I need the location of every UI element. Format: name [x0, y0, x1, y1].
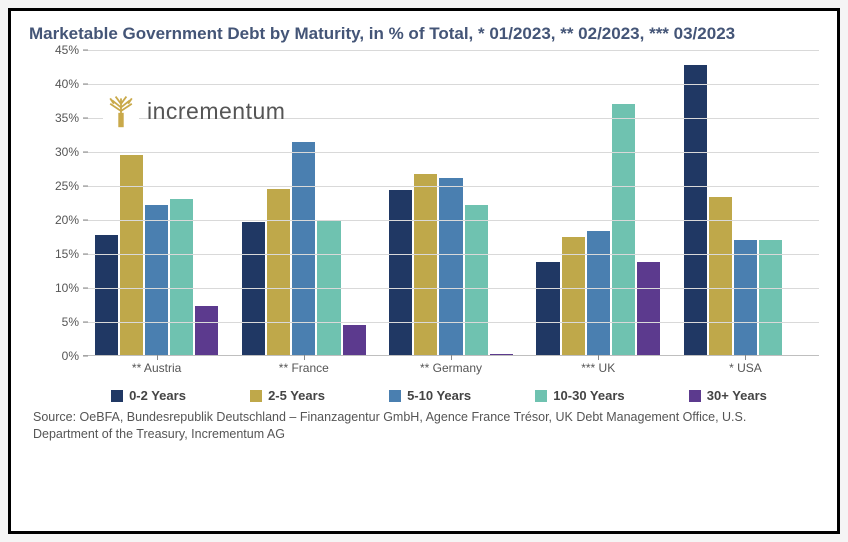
legend-item: 2-5 Years — [250, 388, 325, 403]
bar — [536, 262, 559, 355]
grid-line — [83, 186, 819, 187]
x-tick-label: * USA — [672, 355, 819, 375]
legend-item: 5-10 Years — [389, 388, 471, 403]
legend: 0-2 Years 2-5 Years 5-10 Years 10-30 Years 3… — [79, 388, 799, 403]
bar — [637, 262, 660, 356]
brand-badge: incrementum — [103, 93, 285, 129]
bar — [292, 142, 315, 355]
bar — [734, 240, 757, 355]
bar — [267, 189, 290, 356]
bar — [414, 174, 437, 356]
y-tick-label: 0% — [39, 349, 79, 363]
y-tick-label: 10% — [39, 281, 79, 295]
bar-group: ** Germany — [377, 50, 524, 355]
y-tick-label: 25% — [39, 179, 79, 193]
x-tick-label: *** UK — [525, 355, 672, 375]
legend-swatch — [689, 390, 701, 402]
legend-swatch — [250, 390, 262, 402]
y-tick-mark — [83, 152, 88, 153]
bar — [145, 205, 168, 355]
y-tick-mark — [83, 50, 88, 51]
y-tick-label: 45% — [39, 43, 79, 57]
bar — [587, 231, 610, 355]
grid-line — [83, 220, 819, 221]
y-tick-mark — [83, 356, 88, 357]
grid-line — [83, 50, 819, 51]
bar — [343, 325, 366, 355]
grid-line — [83, 322, 819, 323]
bars — [684, 50, 808, 355]
y-tick-mark — [83, 254, 88, 255]
legend-swatch — [535, 390, 547, 402]
bar — [389, 190, 412, 355]
legend-item: 30+ Years — [689, 388, 767, 403]
bar-group: * USA — [672, 50, 819, 355]
bar — [612, 104, 635, 355]
legend-label: 30+ Years — [707, 388, 767, 403]
x-tick-label: ** Austria — [83, 355, 230, 375]
grid-line — [83, 254, 819, 255]
y-tick-mark — [83, 322, 88, 323]
legend-item: 10-30 Years — [535, 388, 624, 403]
legend-item: 0-2 Years — [111, 388, 186, 403]
y-tick-label: 20% — [39, 213, 79, 227]
legend-label: 0-2 Years — [129, 388, 186, 403]
bar — [95, 235, 118, 356]
legend-label: 5-10 Years — [407, 388, 471, 403]
x-tick-label: ** Germany — [377, 355, 524, 375]
y-tick-mark — [83, 220, 88, 221]
chart-container: Marketable Government Debt by Maturity, … — [8, 8, 840, 534]
legend-swatch — [111, 390, 123, 402]
bars — [389, 50, 513, 355]
legend-label: 10-30 Years — [553, 388, 624, 403]
bar — [439, 178, 462, 356]
y-tick-mark — [83, 118, 88, 119]
brand-name: incrementum — [147, 98, 285, 125]
legend-label: 2-5 Years — [268, 388, 325, 403]
y-tick-mark — [83, 186, 88, 187]
grid-line — [83, 152, 819, 153]
bar-group: *** UK — [525, 50, 672, 355]
x-tick-label: ** France — [230, 355, 377, 375]
chart-title: Marketable Government Debt by Maturity, … — [29, 23, 819, 44]
bar — [465, 205, 488, 355]
y-tick-mark — [83, 84, 88, 85]
bar — [684, 65, 707, 355]
legend-swatch — [389, 390, 401, 402]
y-tick-mark — [83, 288, 88, 289]
y-tick-label: 35% — [39, 111, 79, 125]
y-tick-label: 30% — [39, 145, 79, 159]
grid-line — [83, 84, 819, 85]
bar — [759, 240, 782, 355]
bar — [170, 199, 193, 355]
bar — [195, 306, 218, 355]
bars — [536, 50, 660, 355]
source-text: Source: OeBFA, Bundesrepublik Deutschlan… — [33, 409, 815, 442]
y-tick-label: 5% — [39, 315, 79, 329]
y-tick-label: 15% — [39, 247, 79, 261]
y-tick-label: 40% — [39, 77, 79, 91]
grid-line — [83, 288, 819, 289]
incrementum-tree-icon — [103, 93, 139, 129]
